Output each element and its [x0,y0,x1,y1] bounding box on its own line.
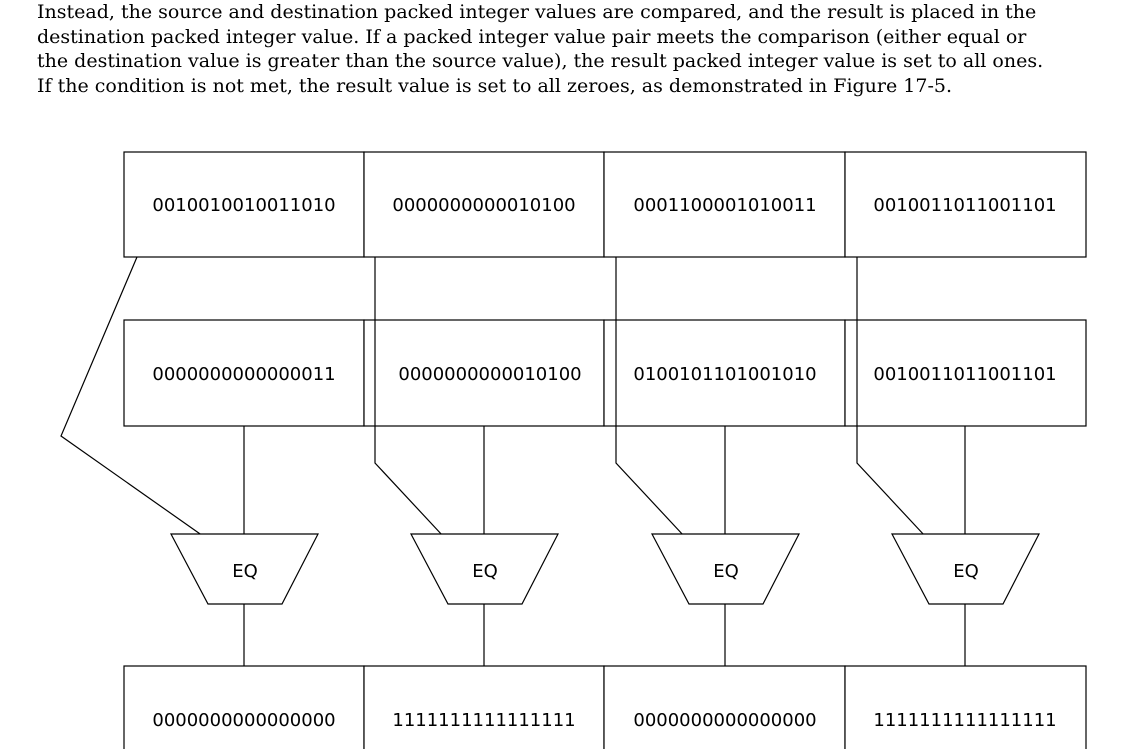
result-cell-1 [123,665,365,749]
destination-cell-4 [844,319,1087,427]
source-value-2: 0000000000010100 [392,195,575,216]
comparator-4 [891,533,1040,605]
destination-cell-1 [123,319,365,427]
result-value-2: 1111111111111111 [392,710,575,731]
comparator-3 [651,533,800,605]
destination-value-1: 0000000000000011 [152,364,335,385]
source-value-4: 0010011011001101 [873,195,1056,216]
result-cell-2 [363,665,605,749]
intro-line-2: destination packed integer value. If a p… [37,25,1027,48]
source-cell-4 [844,151,1087,258]
intro-line-1: Instead, the source and destination pack… [37,1,1037,23]
comparator-1 [170,533,319,605]
result-value-1: 0000000000000000 [152,710,335,731]
comparators: EQ EQ EQ EQ [170,533,1040,605]
comparator-label-3: EQ [713,561,739,582]
source-register: 0010010010011010 0000000000010100 000110… [123,151,1087,258]
destination-value-2: 0000000000010100 [398,364,581,385]
source-value-1: 0010010010011010 [152,195,335,216]
destination-wires [243,426,966,534]
result-cell-4 [844,665,1087,749]
result-value-3: 0000000000000000 [633,710,816,731]
result-value-4: 1111111111111111 [873,710,1056,731]
intro-line-3: the destination value is greater than th… [37,50,1044,72]
destination-cell-2 [363,319,605,427]
destination-value-4: 0010011011001101 [873,364,1056,385]
source-value-3: 0001100001010011 [633,195,816,216]
comparator-label-4: EQ [953,561,979,582]
result-register: 0000000000000000 1111111111111111 000000… [123,665,1087,749]
source-cell-2 [363,151,605,258]
result-wires [243,604,966,666]
source-wire-1 [60,256,204,537]
comparator-label-1: EQ [232,561,258,582]
intro-line-4: If the condition is not met, the result … [37,74,953,97]
comparator-2 [410,533,559,605]
destination-cell-3 [603,319,846,427]
result-cell-3 [603,665,846,749]
intro-paragraph: Instead, the source and destination pack… [37,0,1097,98]
destination-value-3: 0100101101001010 [633,364,816,385]
comparator-label-2: EQ [472,561,498,582]
destination-register: 0000000000000011 0000000000010100 010010… [123,319,1087,427]
source-cell-3 [603,151,846,258]
